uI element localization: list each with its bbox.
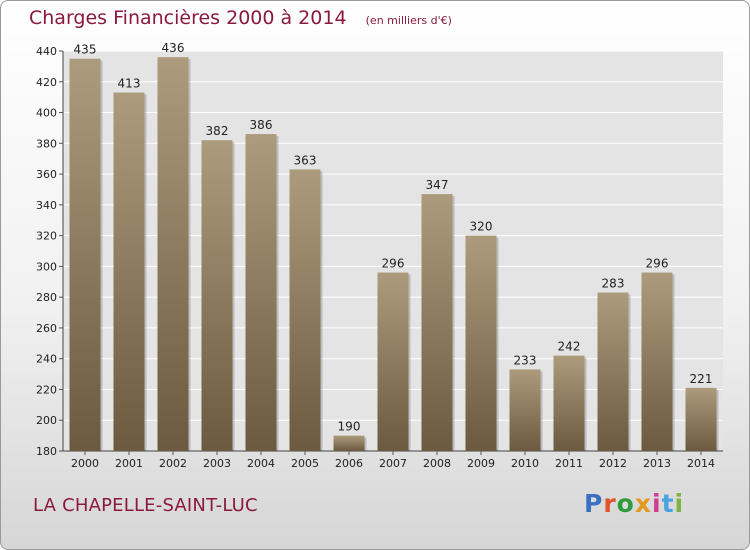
- bar: [553, 355, 585, 451]
- data-label: 242: [558, 340, 581, 354]
- bar: [289, 169, 321, 451]
- data-label: 296: [646, 257, 669, 271]
- logo-letter: o: [616, 489, 635, 518]
- logo-letter: P: [584, 489, 604, 518]
- bar: [157, 57, 189, 452]
- logo-letter: t: [661, 489, 675, 518]
- bar: [465, 235, 497, 451]
- data-label: 413: [118, 77, 141, 91]
- logo-letter: r: [603, 489, 617, 518]
- y-tick-label: 320: [36, 230, 57, 243]
- proxiti-logo: Proxiti: [584, 489, 684, 518]
- x-tick-label: 2002: [159, 457, 187, 470]
- data-label: 382: [206, 124, 229, 138]
- x-tick-label: 2003: [203, 457, 231, 470]
- city-name: LA CHAPELLE-SAINT-LUC: [33, 495, 258, 516]
- bar: [201, 140, 233, 451]
- y-tick-label: 300: [36, 260, 57, 273]
- y-tick-label: 440: [36, 45, 57, 58]
- chart-title-block: Charges Financières 2000 à 2014 (en mill…: [29, 7, 452, 29]
- x-tick-label: 2014: [687, 457, 715, 470]
- data-label: 435: [74, 43, 97, 57]
- bar: [421, 194, 453, 452]
- data-label: 296: [382, 257, 405, 271]
- logo-letter: i: [674, 489, 685, 518]
- chart-subtitle: (en milliers d'€): [365, 14, 452, 27]
- y-tick-label: 360: [36, 168, 57, 181]
- y-tick-label: 220: [36, 383, 57, 396]
- data-label: 386: [250, 118, 273, 132]
- y-tick-label: 380: [36, 137, 57, 150]
- bar: [245, 134, 277, 452]
- bar: [69, 58, 101, 451]
- x-tick-label: 2009: [467, 457, 495, 470]
- bar: [509, 369, 541, 451]
- x-tick-label: 2005: [291, 457, 319, 470]
- data-label: 221: [690, 372, 713, 386]
- bar: [685, 387, 717, 451]
- plot-area: 180 200 220 240 260 280 300 320 340 360 380 400 420 4…: [36, 41, 723, 470]
- x-tick-label: 2007: [379, 457, 407, 470]
- logo-letter: x: [634, 489, 652, 518]
- data-label: 320: [470, 220, 493, 234]
- data-label: 283: [602, 277, 625, 291]
- y-tick-label: 180: [36, 445, 57, 458]
- data-label: 190: [338, 420, 361, 434]
- x-tick-label: 2010: [511, 457, 539, 470]
- x-tick-label: 2004: [247, 457, 275, 470]
- y-tick-label: 340: [36, 199, 57, 212]
- x-tick-label: 2001: [115, 457, 143, 470]
- bar: [641, 272, 673, 451]
- bar: [113, 92, 145, 452]
- y-tick-label: 200: [36, 414, 57, 427]
- x-tick-label: 2006: [335, 457, 363, 470]
- data-label: 363: [294, 153, 317, 167]
- logo-letter: i: [652, 489, 662, 518]
- y-tick-label: 260: [36, 322, 57, 335]
- x-tick-label: 2011: [555, 457, 583, 470]
- chart-title: Charges Financières 2000 à 2014: [29, 7, 347, 29]
- bar: [333, 435, 365, 451]
- y-tick-label: 400: [36, 107, 57, 120]
- y-tick-label: 420: [36, 76, 57, 89]
- bar: [377, 272, 409, 451]
- data-label: 233: [514, 353, 537, 367]
- x-tick-label: 2008: [423, 457, 451, 470]
- y-tick-label: 240: [36, 353, 57, 366]
- bar: [597, 292, 629, 451]
- data-label: 347: [426, 178, 449, 192]
- x-tick-label: 2012: [599, 457, 627, 470]
- data-label: 436: [162, 41, 185, 55]
- x-tick-label: 2000: [71, 457, 99, 470]
- x-tick-label: 2013: [643, 457, 671, 470]
- y-tick-label: 280: [36, 291, 57, 304]
